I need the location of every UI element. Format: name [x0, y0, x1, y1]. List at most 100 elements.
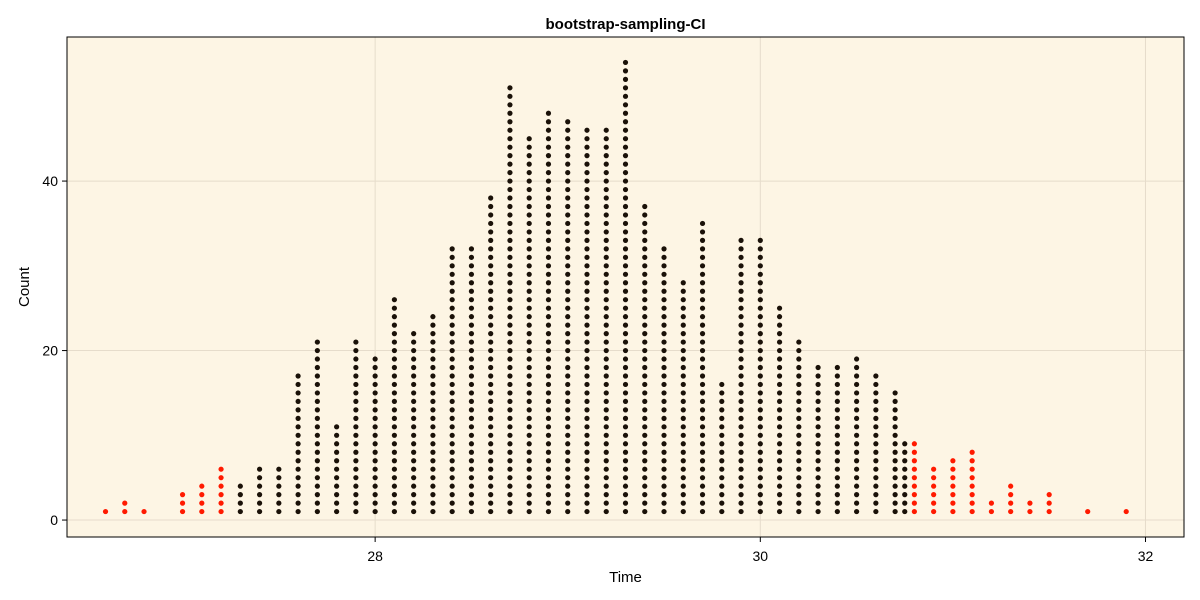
data-point	[545, 229, 552, 235]
data-point	[391, 407, 397, 413]
data-point	[314, 347, 320, 354]
data-point	[468, 398, 475, 405]
data-point	[314, 356, 320, 362]
data-point	[372, 432, 378, 438]
data-point	[372, 500, 378, 506]
data-point	[468, 263, 475, 269]
data-point	[603, 229, 609, 235]
data-point	[815, 407, 821, 413]
data-point	[584, 432, 590, 438]
data-point	[488, 483, 494, 489]
data-point	[372, 483, 378, 489]
data-point	[295, 466, 301, 472]
data-point	[565, 466, 571, 472]
data-point	[1027, 500, 1033, 506]
data-point	[526, 441, 532, 447]
data-point	[950, 466, 956, 472]
data-point	[545, 492, 552, 498]
data-point	[661, 441, 667, 447]
data-point	[622, 119, 629, 125]
data-point	[911, 458, 917, 464]
data-point	[584, 305, 590, 311]
chart-title: bootstrap-sampling-CI	[546, 16, 706, 33]
data-point	[584, 263, 590, 269]
data-point	[334, 449, 340, 455]
data-point	[507, 347, 513, 354]
data-point	[199, 500, 205, 506]
data-point	[430, 381, 436, 388]
data-point	[738, 297, 744, 303]
data-point	[642, 203, 648, 210]
data-point	[584, 458, 590, 464]
data-point	[488, 195, 494, 201]
data-point	[719, 449, 725, 455]
data-point	[892, 407, 898, 413]
data-point	[314, 407, 320, 413]
data-point	[584, 229, 590, 235]
data-point	[391, 466, 397, 472]
data-point	[411, 373, 417, 379]
data-point	[776, 415, 783, 421]
data-point	[565, 398, 571, 405]
data-point	[507, 432, 513, 438]
data-point	[545, 449, 552, 455]
data-point	[545, 415, 552, 421]
data-point	[873, 373, 879, 379]
data-point	[854, 390, 860, 396]
data-point	[776, 356, 783, 362]
data-point	[507, 178, 513, 184]
data-point	[738, 424, 744, 430]
data-point	[488, 229, 494, 235]
data-point	[545, 246, 552, 252]
data-point	[680, 475, 686, 481]
data-point	[411, 415, 417, 421]
data-point	[622, 127, 629, 133]
data-point	[796, 475, 802, 481]
data-point	[776, 339, 783, 345]
data-point	[449, 500, 455, 506]
data-point	[353, 441, 359, 447]
data-point	[680, 458, 686, 464]
data-point	[545, 153, 552, 159]
data-point	[834, 492, 840, 498]
data-point	[507, 127, 513, 133]
data-point	[738, 407, 744, 413]
data-point	[468, 390, 475, 396]
data-point	[892, 483, 898, 489]
data-point	[565, 314, 571, 320]
data-point	[969, 492, 975, 498]
data-point	[622, 237, 629, 243]
data-point	[545, 331, 552, 337]
data-point	[622, 381, 629, 388]
data-point	[642, 364, 648, 371]
data-point	[699, 500, 706, 506]
data-point	[449, 508, 455, 515]
data-point	[372, 381, 378, 388]
data-point	[719, 381, 725, 388]
data-point	[545, 297, 552, 303]
data-point	[757, 508, 763, 515]
data-point	[815, 381, 821, 388]
data-point	[584, 203, 590, 210]
data-point	[334, 483, 340, 489]
data-point	[314, 500, 320, 506]
data-point	[545, 127, 552, 133]
data-point	[738, 483, 744, 489]
data-point	[334, 492, 340, 498]
data-point	[931, 475, 937, 481]
data-point	[468, 415, 475, 421]
data-point	[488, 500, 494, 506]
data-point	[680, 407, 686, 413]
data-point	[892, 398, 898, 405]
data-point	[699, 373, 706, 379]
data-point	[353, 347, 359, 354]
data-point	[719, 415, 725, 421]
data-point	[796, 466, 802, 472]
data-point	[873, 407, 879, 413]
data-point	[391, 390, 397, 396]
data-point	[334, 466, 340, 472]
data-point	[507, 475, 513, 481]
data-point	[642, 280, 648, 286]
data-point	[680, 339, 686, 345]
data-point	[545, 322, 552, 328]
